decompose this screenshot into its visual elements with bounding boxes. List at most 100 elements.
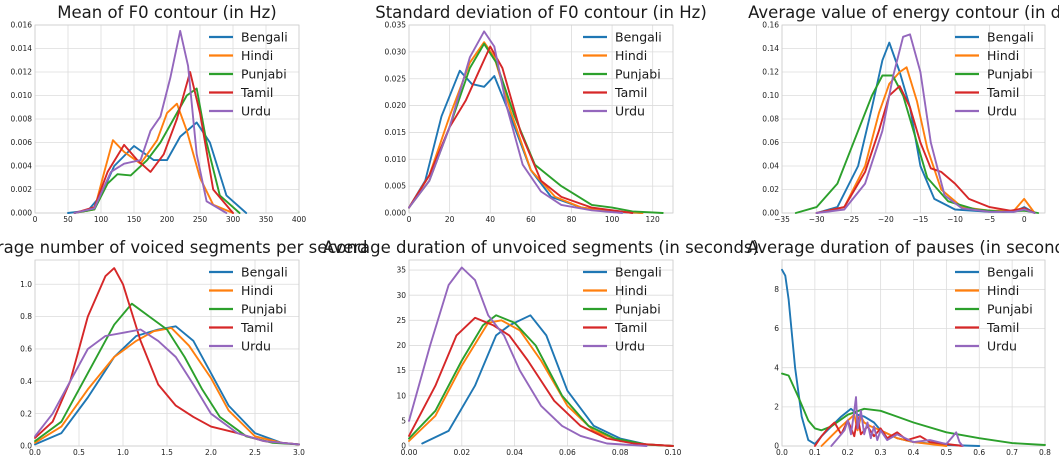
series-line-bengali [34, 325, 300, 446]
series-line-urdu [73, 29, 228, 214]
legend-label-hindi: Hindi [987, 283, 1019, 298]
x-tick-label: −10 [947, 215, 963, 224]
x-tick-label: 350 [259, 215, 274, 224]
y-tick-label: 35 [396, 266, 406, 275]
legend-label-punjabi: Punjabi [241, 301, 287, 316]
y-tick-label: 0.08 [762, 115, 779, 124]
y-tick-label: 0.0 [20, 442, 32, 451]
x-tick-label: 0.0 [776, 448, 788, 457]
y-tick-label: 0.4 [20, 377, 32, 386]
y-tick-label: 25 [396, 316, 406, 325]
y-tick-label: 0.015 [385, 128, 407, 137]
x-tick-label: 1.0 [117, 448, 129, 457]
chart-panel-4: 0.0 0.5 1.0 1.5 2.0 2.5 3.0 0.0 0.2 0.4 0.6 0.8 1.0 A… [0, 238, 367, 457]
series-line-tamil [73, 71, 234, 214]
x-tick-label: 0.08 [612, 448, 629, 457]
legend-label-urdu: Urdu [241, 103, 271, 118]
x-tick-label: 0.2 [842, 448, 854, 457]
legend: Bengali Hindi Punjabi Tamil Urdu [583, 264, 662, 353]
y-tick-label: 0.16 [762, 21, 779, 30]
chart-title: Average value of energy contour (in dB) [748, 3, 1059, 22]
chart-title: Standard deviation of F0 contour (in Hz) [375, 3, 707, 22]
x-tick-label: 0.04 [506, 448, 523, 457]
legend-label-bengali: Bengali [987, 264, 1034, 279]
series-line-bengali [67, 121, 248, 214]
x-tick-label: 60 [526, 215, 536, 224]
x-tick-label: −35 [774, 215, 790, 224]
y-tick-label: 10 [396, 391, 406, 400]
x-tick-label: 2.0 [205, 448, 217, 457]
y-tick-label: 2 [774, 402, 779, 411]
series-line-urdu [830, 396, 964, 447]
legend: Bengali Hindi Punjabi Tamil Urdu [955, 264, 1034, 353]
x-tick-label: 0.4 [908, 448, 920, 457]
legend: Bengali Hindi Punjabi Tamil Urdu [955, 29, 1034, 118]
plot-frame [408, 24, 674, 214]
x-tick-label: −15 [913, 215, 929, 224]
chart-title: Mean of F0 contour (in Hz) [57, 3, 277, 22]
x-tick-label: 0.5 [73, 448, 85, 457]
y-tick-label: 4 [774, 363, 779, 372]
legend-label-bengali: Bengali [241, 264, 288, 279]
y-tick-label: 0.002 [11, 185, 33, 194]
y-tick-label: 20 [396, 341, 406, 350]
legend-label-tamil: Tamil [986, 320, 1019, 335]
x-tick-label: 0.6 [973, 448, 985, 457]
series-line-urdu [408, 266, 648, 447]
x-tick-label: 0.02 [453, 448, 470, 457]
x-tick-label: 0 [407, 215, 412, 224]
x-tick-label: 20 [445, 215, 455, 224]
legend-label-tamil: Tamil [240, 85, 273, 100]
y-tick-label: 0.02 [762, 185, 779, 194]
x-tick-label: −25 [843, 215, 859, 224]
plot-frame [34, 24, 300, 214]
chart-panel-3: −35 −30 −25 −20 −15 −10 −5 0 0.00 0.02 0.04 0.06 0.0… [748, 3, 1059, 224]
x-tick-label: 50 [63, 215, 73, 224]
legend-label-hindi: Hindi [241, 283, 273, 298]
y-tick-label: 0.014 [11, 44, 33, 53]
y-tick-label: 0 [774, 442, 779, 451]
x-tick-label: 80 [567, 215, 577, 224]
y-tick-label: 1.0 [20, 280, 32, 289]
x-tick-label: 100 [605, 215, 620, 224]
legend-label-punjabi: Punjabi [987, 301, 1033, 316]
x-tick-label: 400 [292, 215, 307, 224]
legend-label-punjabi: Punjabi [615, 301, 661, 316]
y-tick-label: 0.025 [385, 74, 407, 83]
legend-label-punjabi: Punjabi [615, 66, 661, 81]
y-tick-label: 8 [774, 285, 779, 294]
y-tick-label: 0.14 [762, 44, 779, 53]
series-line-tamil [408, 45, 634, 214]
x-tick-label: 0.0 [29, 448, 41, 457]
x-tick-label: 0 [1022, 215, 1027, 224]
legend: Bengali Hindi Punjabi Tamil Urdu [209, 264, 288, 353]
y-tick-label: 0 [401, 442, 406, 451]
plot-frame [408, 259, 674, 447]
legend-label-bengali: Bengali [987, 29, 1034, 44]
x-tick-label: 0.8 [1039, 448, 1051, 457]
chart-title: Average duration of pauses (in seconds) [747, 238, 1059, 257]
chart-panel-2: 0 20 40 60 80 100 120 0.000 0.005 0.010 0.015 0.020… [375, 3, 707, 224]
chart-title: Average duration of unvoiced segments (i… [323, 238, 759, 257]
y-tick-label: 0.008 [11, 115, 33, 124]
y-tick-label: 0.12 [762, 68, 779, 77]
y-tick-label: 0.004 [11, 162, 33, 171]
series-line-hindi [73, 102, 234, 214]
legend-label-urdu: Urdu [241, 338, 271, 353]
x-tick-label: 0.10 [665, 448, 682, 457]
legend: Bengali Hindi Punjabi Tamil Urdu [583, 29, 662, 118]
x-tick-label: 0.1 [809, 448, 821, 457]
y-tick-label: 0.020 [385, 101, 407, 110]
legend-label-bengali: Bengali [615, 29, 662, 44]
x-tick-label: 0.00 [401, 448, 418, 457]
x-tick-label: −20 [878, 215, 894, 224]
x-tick-label: 100 [94, 215, 109, 224]
legend-label-hindi: Hindi [615, 48, 647, 63]
y-tick-label: 15 [396, 366, 406, 375]
series-line-bengali [421, 314, 674, 447]
series-line-punjabi [408, 314, 674, 447]
x-tick-label: 0.7 [1006, 448, 1018, 457]
y-tick-label: 0.04 [762, 162, 779, 171]
x-tick-label: 120 [646, 215, 661, 224]
x-tick-label: 250 [193, 215, 208, 224]
